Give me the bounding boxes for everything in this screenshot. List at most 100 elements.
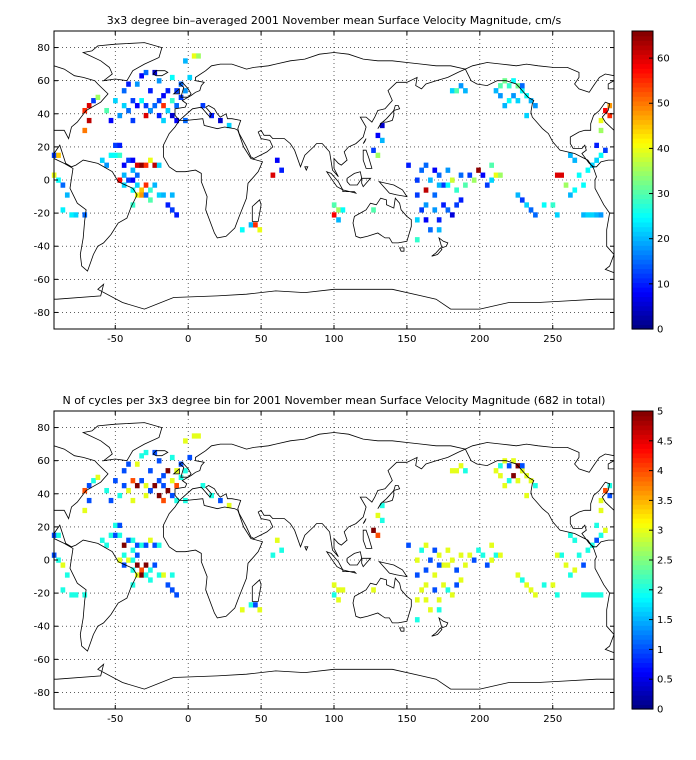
- data-cell: [161, 93, 166, 99]
- data-cell: [423, 162, 429, 168]
- colorbar-segment: [632, 124, 653, 130]
- x-tick-label: 50: [255, 714, 268, 725]
- data-cell: [183, 468, 188, 474]
- colorbar-segment: [632, 184, 653, 190]
- data-cell: [152, 103, 158, 109]
- data-cell: [428, 607, 433, 613]
- data-cell: [134, 542, 140, 548]
- data-cell: [585, 212, 591, 218]
- coastline: [152, 70, 169, 77]
- colorbar-segment: [632, 240, 653, 246]
- data-cell: [589, 162, 595, 168]
- coastline: [54, 283, 614, 329]
- coastline: [81, 42, 163, 82]
- data-cell: [436, 182, 442, 188]
- colorbar-segment: [632, 161, 653, 167]
- data-cell: [121, 552, 127, 558]
- y-tick-label: -20: [34, 589, 50, 600]
- data-cell: [117, 532, 123, 538]
- data-cell: [423, 567, 429, 573]
- data-cell: [156, 572, 162, 578]
- data-cell: [108, 152, 114, 158]
- x-tick-label: 250: [543, 714, 562, 725]
- data-cell: [607, 483, 613, 489]
- data-cell: [99, 157, 105, 163]
- data-cell: [139, 478, 144, 484]
- data-cell: [428, 177, 433, 183]
- data-cell: [445, 167, 451, 173]
- data-cell: [126, 487, 131, 494]
- colorbar-segment: [632, 203, 653, 209]
- data-cell: [458, 83, 464, 89]
- data-cell: [169, 207, 175, 213]
- colorbar-tick-label: 3.5: [657, 496, 673, 507]
- data-cell: [554, 552, 560, 558]
- colorbar-segment: [632, 296, 653, 302]
- data-cell: [56, 152, 61, 158]
- data-cell: [533, 483, 538, 489]
- data-cell: [104, 542, 109, 548]
- data-cell: [69, 212, 74, 218]
- coastline: [362, 149, 373, 169]
- colorbar-tick-label: 2.5: [657, 556, 673, 567]
- data-cell: [533, 212, 538, 218]
- coastline: [178, 461, 192, 478]
- coastline: [342, 569, 358, 574]
- data-cell: [187, 454, 193, 461]
- data-cell: [152, 182, 158, 188]
- data-cell: [121, 88, 127, 94]
- data-cell: [174, 103, 179, 109]
- data-cell: [209, 492, 214, 499]
- data-cell: [476, 547, 481, 553]
- data-cell: [117, 492, 123, 499]
- data-cell: [165, 107, 171, 114]
- colorbar-segment: [632, 452, 653, 459]
- colorbar-segment: [632, 504, 653, 510]
- colorbar-segment: [632, 587, 653, 594]
- coastline: [352, 197, 412, 244]
- data-cell: [130, 567, 136, 573]
- data-cell: [572, 187, 578, 193]
- data-cell: [603, 147, 608, 153]
- colorbar-segment: [632, 573, 653, 580]
- colorbar-segment: [632, 235, 653, 242]
- panel-velocity-magnitude: 3x3 degree bin–averaged 2001 November me…: [34, 14, 670, 345]
- data-cell: [436, 607, 442, 613]
- data-cell: [95, 474, 101, 481]
- coastline: [438, 236, 449, 249]
- data-cell: [419, 167, 424, 173]
- colorbar-segment: [632, 180, 653, 186]
- colorbar-tick-label: 0.5: [657, 675, 673, 686]
- data-cell: [126, 461, 131, 467]
- coastline: [54, 445, 109, 520]
- data-cell: [178, 81, 184, 87]
- data-cell: [502, 103, 508, 109]
- colorbar-segment: [632, 560, 653, 566]
- y-tick-label: -80: [34, 688, 50, 699]
- data-cell: [480, 172, 486, 178]
- data-cell: [471, 557, 477, 563]
- y-tick-label: 80: [37, 43, 50, 54]
- data-cell: [493, 172, 499, 178]
- colorbar-segment: [632, 31, 653, 37]
- data-cell: [191, 53, 197, 59]
- data-cell: [371, 207, 376, 213]
- data-cell: [419, 207, 424, 213]
- data-cell: [156, 458, 162, 464]
- data-cell: [375, 512, 381, 519]
- data-cell: [554, 212, 560, 218]
- coastline: [174, 432, 467, 557]
- data-cell: [169, 74, 175, 81]
- colorbar-tick-label: 10: [657, 279, 670, 290]
- data-cell: [117, 142, 123, 149]
- data-cell: [148, 197, 153, 203]
- coastline: [54, 65, 109, 140]
- colorbar-segment: [632, 189, 653, 195]
- colorbar-segment: [632, 578, 653, 584]
- data-cell: [200, 483, 206, 489]
- data-cell: [134, 182, 140, 188]
- data-cell: [432, 192, 438, 198]
- data-cell: [121, 172, 127, 178]
- colorbar-segment: [632, 601, 653, 608]
- colorbar-segment: [632, 152, 653, 158]
